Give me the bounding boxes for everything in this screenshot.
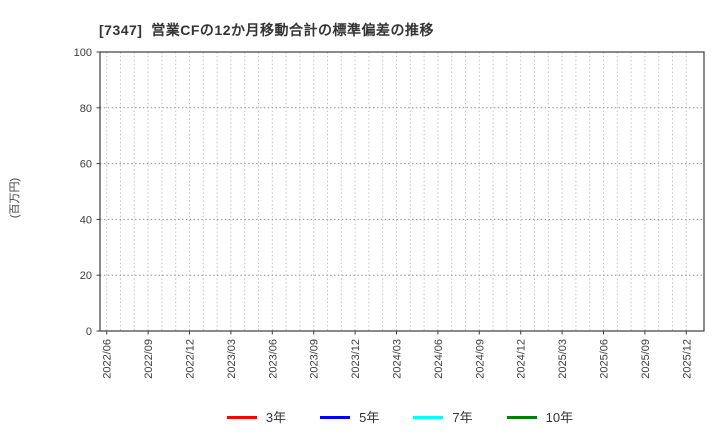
x-tick-label: 2023/06 xyxy=(267,339,279,379)
legend-line-swatch-10y xyxy=(506,415,537,419)
y-tick-label: 0 xyxy=(86,326,92,338)
x-tick-label: 2024/09 xyxy=(474,339,486,379)
legend-item-7y: 7年 xyxy=(413,409,473,425)
x-tick-label: 2025/09 xyxy=(640,339,652,379)
y-tick-label: 80 xyxy=(80,103,92,115)
x-tick-label: 2023/09 xyxy=(309,339,321,379)
chart-title: [7347] 営業CFの12か月移動合計の標準偏差の推移 xyxy=(99,22,434,38)
legend-item-10y: 10年 xyxy=(506,409,574,425)
x-gridlines xyxy=(106,52,687,331)
x-tick-label: 2025/12 xyxy=(681,339,693,379)
legend-item-5y: 5年 xyxy=(320,411,379,424)
legend-line-swatch-3y xyxy=(226,415,257,419)
plot-border xyxy=(99,51,705,332)
legend-line-swatch-5y xyxy=(320,415,351,419)
x-tick-label: 2022/06 xyxy=(102,339,114,379)
legend-item-3y: 3年 xyxy=(226,409,287,425)
y-tick-labels: 0 20 40 60 80 100 xyxy=(74,47,100,338)
legend-label-5y: 5年 xyxy=(359,409,380,425)
x-tick-label: 2024/03 xyxy=(392,339,404,379)
y-tick-label: 20 xyxy=(80,270,92,282)
x-tick-label: 2025/06 xyxy=(599,339,611,379)
x-tick-label: 2024/06 xyxy=(433,339,445,379)
x-tick-label: 2022/09 xyxy=(143,339,155,379)
legend-label-10y: 10年 xyxy=(545,409,574,425)
x-tick-label: 2025/03 xyxy=(557,339,569,379)
x-tick-label: 2024/12 xyxy=(516,339,528,379)
legend: 3年 5年 7年 10年 xyxy=(80,404,720,430)
x-tick-labels: 2022/06 2022/09 2022/12 2023/03 2023/06 2023/… xyxy=(102,331,693,379)
legend-line-swatch-7y xyxy=(413,415,444,419)
y-tick-label: 100 xyxy=(74,47,92,59)
y-tick-label: 60 xyxy=(80,159,92,171)
y-gridlines xyxy=(100,107,704,276)
legend-label-7y: 7年 xyxy=(452,409,473,425)
x-tick-label: 2023/03 xyxy=(226,339,238,379)
x-tick-label: 2022/12 xyxy=(185,339,197,379)
legend-label-3y: 3年 xyxy=(265,409,287,425)
x-tick-label: 2023/12 xyxy=(350,339,362,379)
y-tick-label: 40 xyxy=(80,214,92,226)
